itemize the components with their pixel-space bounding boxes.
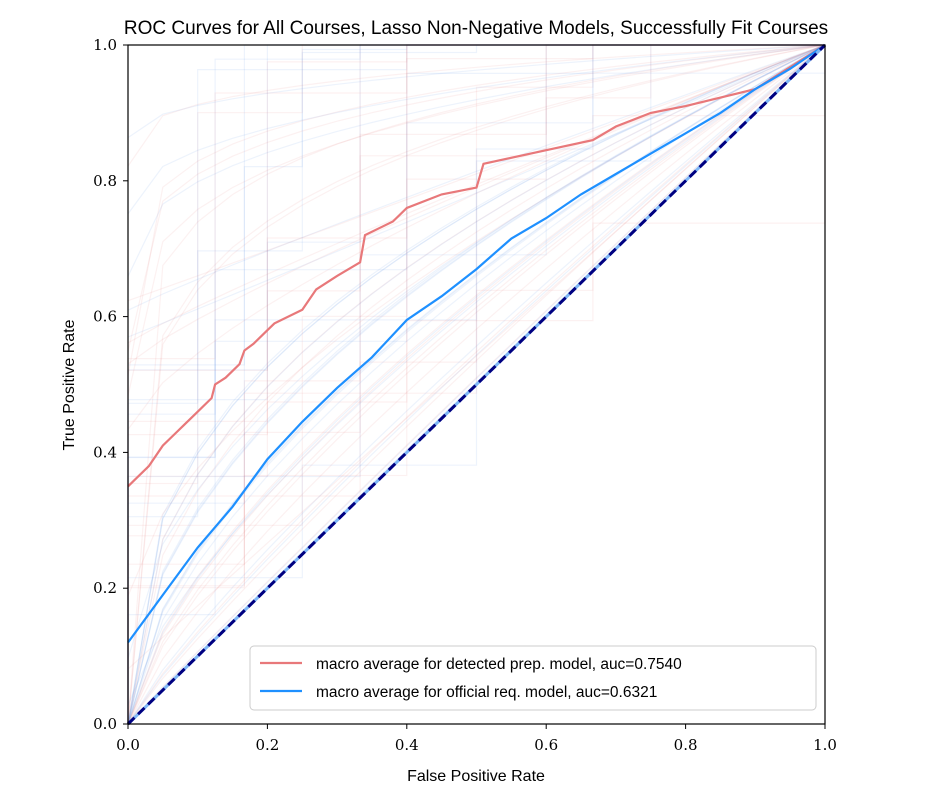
course-roc-curve bbox=[127, 44, 826, 725]
course-roc-curve bbox=[127, 44, 825, 724]
course-roc-curve bbox=[127, 44, 826, 725]
course-roc-curve bbox=[127, 45, 826, 724]
x-axis-label: False Positive Rate bbox=[407, 768, 545, 785]
course-roc-curve bbox=[127, 44, 826, 725]
course-roc-curve bbox=[127, 44, 826, 725]
chance-diagonal-line bbox=[126, 43, 827, 726]
y-tick-label: 0.4 bbox=[93, 443, 117, 461]
course-roc-curve bbox=[127, 44, 826, 725]
course-roc-curve bbox=[127, 44, 826, 725]
course-roc-curve bbox=[127, 44, 826, 659]
course-roc-curve bbox=[127, 44, 826, 302]
x-tick-label: 0.2 bbox=[255, 736, 279, 754]
course-roc-curve bbox=[127, 44, 826, 725]
course-roc-curve bbox=[127, 44, 826, 376]
legend-box bbox=[249, 645, 817, 711]
chart-title: ROC Curves for All Courses, Lasso Non-Ne… bbox=[124, 18, 828, 39]
course-roc-curve bbox=[127, 44, 826, 725]
y-tick-label: 0.0 bbox=[93, 715, 117, 733]
course-roc-curve bbox=[127, 44, 826, 725]
course-roc-curve bbox=[127, 44, 826, 725]
course-roc-curve bbox=[127, 44, 826, 725]
x-tick-label: 0.6 bbox=[534, 736, 558, 754]
course-roc-curve bbox=[127, 44, 826, 670]
course-roc-curve bbox=[127, 44, 826, 725]
course-roc-curve bbox=[127, 44, 826, 725]
course-roc-curve bbox=[127, 44, 826, 725]
course-roc-curve bbox=[127, 44, 826, 597]
course-roc-curve bbox=[127, 45, 826, 724]
course-roc-curve bbox=[127, 44, 826, 725]
x-tick-label: 0.8 bbox=[674, 736, 698, 754]
course-roc-curve bbox=[127, 44, 826, 139]
course-roc-curve bbox=[127, 44, 826, 396]
y-tick-label: 0.6 bbox=[93, 308, 117, 326]
course-roc-curve bbox=[127, 44, 826, 430]
course-roc-curve bbox=[127, 44, 826, 311]
y-tick-label: 0.2 bbox=[93, 579, 117, 597]
course-roc-curve bbox=[127, 44, 826, 725]
course-roc-curve bbox=[127, 44, 825, 724]
y-axis-ticks: 0.0 0.2 0.4 0.6 0.8 1.0 bbox=[93, 36, 128, 733]
course-roc-curve bbox=[127, 44, 826, 215]
legend-label-detected: macro average for detected prep. model, … bbox=[316, 656, 682, 673]
x-tick-label: 1.0 bbox=[813, 736, 837, 754]
course-roc-curve bbox=[127, 44, 826, 725]
y-axis-label: True Positive Rate bbox=[61, 319, 78, 450]
course-roc-curve bbox=[127, 44, 826, 706]
course-roc-curve bbox=[127, 44, 826, 725]
series-lines bbox=[126, 43, 827, 726]
course-roc-curve bbox=[127, 44, 825, 724]
course-roc-curve bbox=[127, 44, 826, 725]
x-axis-ticks: 0.0 0.2 0.4 0.6 0.8 1.0 bbox=[116, 724, 837, 754]
y-tick-label: 0.8 bbox=[93, 172, 117, 190]
x-tick-label: 0.4 bbox=[395, 736, 419, 754]
official-req-macro-average-line bbox=[127, 44, 826, 644]
course-roc-curve bbox=[127, 44, 826, 725]
course-roc-curve bbox=[127, 44, 825, 724]
individual-course-roc-curves bbox=[127, 44, 826, 725]
x-tick-label: 0.0 bbox=[116, 736, 140, 754]
course-roc-curve bbox=[127, 44, 826, 352]
y-tick-label: 1.0 bbox=[93, 36, 117, 54]
plot-frame bbox=[127, 44, 826, 725]
course-roc-curve bbox=[127, 44, 826, 277]
course-roc-curve bbox=[127, 44, 826, 725]
legend: macro average for detected prep. model, … bbox=[249, 645, 817, 711]
course-roc-curve bbox=[127, 44, 826, 725]
course-roc-curve bbox=[127, 44, 826, 725]
course-roc-curve bbox=[127, 44, 826, 167]
course-roc-curve bbox=[127, 44, 826, 725]
course-roc-curve bbox=[127, 44, 825, 724]
legend-label-official: macro average for official req. model, a… bbox=[316, 684, 657, 701]
course-roc-curve bbox=[127, 44, 825, 724]
course-roc-curve bbox=[127, 44, 826, 338]
course-roc-curve bbox=[127, 44, 826, 725]
detected-prep-macro-average-line bbox=[127, 44, 826, 488]
